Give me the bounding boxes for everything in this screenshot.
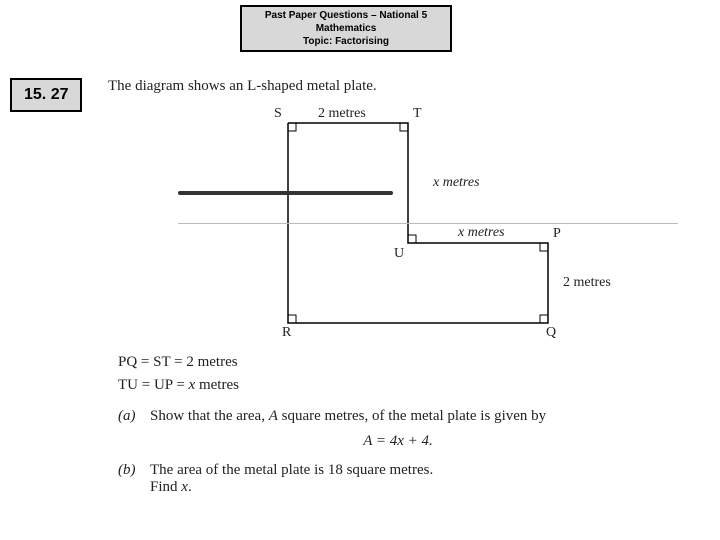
label-R: R xyxy=(282,325,291,341)
scan-artifact-2 xyxy=(178,223,678,224)
right-angle-U xyxy=(408,235,416,243)
part-b-label: (b) xyxy=(118,462,150,496)
dim-right-upper: x metres xyxy=(433,175,480,191)
scan-artifact-1 xyxy=(178,191,393,195)
label-S: S xyxy=(274,106,282,122)
part-b: (b) The area of the metal plate is 18 sq… xyxy=(118,462,688,496)
label-Q: Q xyxy=(546,325,556,341)
given-line1: PQ = ST = 2 metres xyxy=(118,351,688,374)
dim-top: 2 metres xyxy=(318,106,366,122)
label-P: P xyxy=(553,226,561,242)
intro-text: The diagram shows an L-shaped metal plat… xyxy=(108,78,688,95)
part-a-formula: A = 4x + 4. xyxy=(108,433,688,450)
part-b-text: The area of the metal plate is 18 square… xyxy=(150,462,433,496)
header-box: Past Paper Questions – National 5 Mathem… xyxy=(240,5,452,52)
part-a-label: (a) xyxy=(118,408,150,425)
right-angle-S xyxy=(288,123,296,131)
question-area: The diagram shows an L-shaped metal plat… xyxy=(108,78,688,496)
question-number: 15. 27 xyxy=(24,86,68,103)
right-angle-R xyxy=(288,315,296,323)
given-values: PQ = ST = 2 metres TU = UP = x metres xyxy=(118,351,688,396)
question-number-box: 15. 27 xyxy=(10,78,82,112)
header-line1: Past Paper Questions – National 5 xyxy=(246,9,446,22)
header-line3: Topic: Factorising xyxy=(246,35,446,48)
part-a: (a) Show that the area, A square metres,… xyxy=(118,408,688,425)
right-angle-Q xyxy=(540,315,548,323)
label-T: T xyxy=(413,106,422,122)
part-a-text: Show that the area, A square metres, of … xyxy=(150,408,546,425)
right-angle-T xyxy=(400,123,408,131)
given-line2: TU = UP = x metres xyxy=(118,374,688,397)
l-shape-diagram: S T U P Q R 2 metres x metres x metres 2… xyxy=(178,103,678,343)
right-angle-P xyxy=(540,243,548,251)
dim-right-mid: x metres xyxy=(458,225,505,241)
dim-right-lower: 2 metres xyxy=(563,275,611,291)
header-line2: Mathematics xyxy=(246,22,446,35)
label-U: U xyxy=(394,246,404,262)
